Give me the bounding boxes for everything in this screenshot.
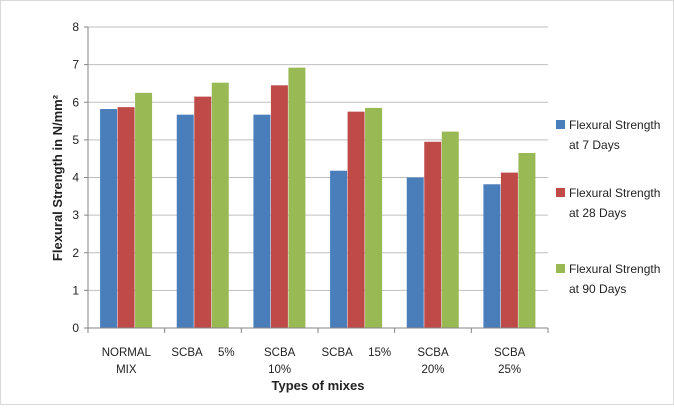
y-axis-title: Flexural Strength in N/mm²	[50, 94, 65, 261]
bar	[347, 111, 365, 328]
x-axis-title: Types of mixes	[272, 378, 365, 393]
bar	[483, 184, 501, 328]
bar	[270, 85, 288, 328]
legend-swatch	[556, 120, 565, 129]
bar	[211, 82, 229, 328]
legend-swatch	[556, 188, 565, 197]
bar	[441, 131, 459, 328]
bar	[518, 153, 536, 328]
x-tick-label: SCBA 10%	[264, 347, 296, 376]
bar	[100, 109, 118, 329]
y-tick-label: 7	[72, 58, 79, 72]
bar	[365, 107, 383, 328]
bar	[194, 96, 212, 328]
bars	[100, 67, 536, 329]
y-tick-label: 6	[72, 95, 79, 109]
legend-label: Flexural Strength at 7 Days	[569, 118, 660, 152]
x-tick-label: SCBA 25%	[494, 347, 526, 376]
y-tick-label: 3	[72, 208, 79, 222]
x-tick-label: SCBA 20%	[417, 347, 449, 376]
y-tick-label: 8	[72, 20, 79, 34]
y-tick-label: 2	[72, 246, 79, 260]
bar	[288, 67, 306, 328]
legend-swatch	[556, 264, 565, 273]
tick-labels: 0 1 2 3 4 5 6 7 8 NORMAL MIX SCBA 5% SCBA 10% SCBA 15%…	[72, 20, 525, 376]
x-tick-label: SCBA 5%	[171, 347, 234, 359]
gridlines	[88, 26, 548, 291]
bar	[117, 107, 135, 328]
bar	[330, 170, 348, 328]
bar	[135, 92, 153, 328]
x-tick-label: SCBA 15%	[321, 347, 391, 359]
axes	[84, 26, 549, 333]
bar	[253, 114, 271, 328]
y-tick-label: 0	[72, 321, 79, 335]
bar	[176, 114, 194, 328]
bar	[500, 172, 518, 328]
bar	[424, 141, 442, 328]
legend-label: Flexural Strength at 90 Days	[569, 262, 660, 296]
legend-label: Flexural Strength at 28 Days	[569, 186, 660, 220]
y-tick-label: 1	[72, 283, 79, 297]
y-tick-label: 5	[72, 133, 79, 147]
y-tick-label: 4	[72, 171, 79, 185]
legend: Flexural Strength at 7 Days Flexural Stren…	[556, 118, 660, 296]
x-tick-label: NORMAL MIX	[102, 347, 152, 376]
bar	[406, 177, 424, 328]
